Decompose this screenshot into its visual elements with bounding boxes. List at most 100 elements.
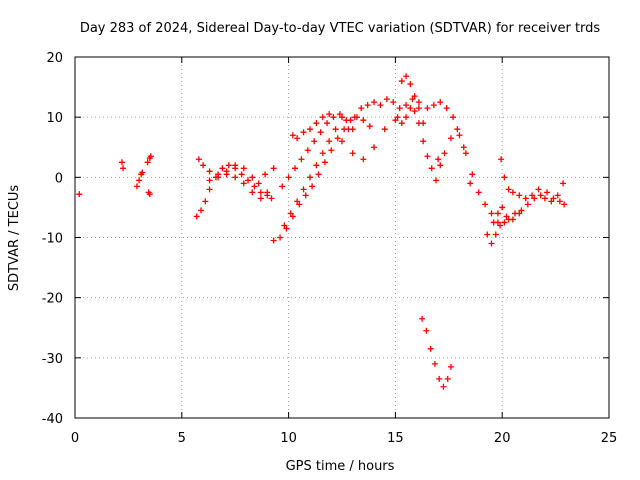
data-point-plus-marker: [462, 150, 469, 157]
data-point-plus-marker: [516, 192, 523, 199]
data-point-plus-marker: [268, 195, 275, 202]
data-point-plus-marker: [484, 231, 491, 238]
data-point-plus-marker: [522, 195, 529, 202]
series-rise-a: [270, 114, 373, 244]
data-point-plus-marker: [146, 191, 153, 198]
y-tick-label: -20: [42, 292, 63, 307]
y-tick-label: 0: [55, 171, 63, 186]
data-points: [76, 73, 568, 390]
data-point-plus-marker: [398, 78, 405, 85]
data-point-plus-marker: [381, 126, 388, 133]
data-point-plus-marker: [358, 105, 365, 112]
data-point-plus-marker: [232, 174, 239, 181]
data-point-plus-marker: [403, 73, 410, 80]
data-point-plus-marker: [516, 210, 523, 217]
data-point-plus-marker: [469, 171, 476, 178]
data-point-plus-marker: [430, 102, 437, 109]
data-point-plus-marker: [281, 222, 288, 229]
data-point-plus-marker: [377, 102, 384, 109]
data-point-plus-marker: [441, 150, 448, 157]
x-tick-label: 15: [387, 431, 404, 446]
data-point-plus-marker: [467, 180, 474, 187]
x-tick-label: 25: [601, 431, 618, 446]
data-point-plus-marker: [403, 114, 410, 121]
data-point-plus-marker: [200, 162, 207, 169]
data-point-plus-marker: [531, 195, 538, 202]
data-point-plus-marker: [255, 180, 262, 187]
data-point-plus-marker: [509, 216, 516, 223]
data-point-plus-marker: [313, 162, 320, 169]
data-point-plus-marker: [294, 198, 301, 205]
data-point-plus-marker: [328, 147, 335, 154]
data-point-plus-marker: [475, 189, 482, 196]
data-point-plus-marker: [529, 192, 536, 199]
data-point-plus-marker: [490, 219, 497, 226]
data-point-plus-marker: [292, 165, 299, 172]
data-point-plus-marker: [206, 177, 213, 184]
data-point-plus-marker: [431, 360, 438, 367]
data-point-plus-marker: [257, 195, 264, 202]
data-point-plus-marker: [349, 150, 356, 157]
data-point-plus-marker: [302, 192, 309, 199]
data-point-plus-marker: [541, 195, 548, 202]
chart-title: Day 283 of 2024, Sidereal Day-to-day VTE…: [80, 21, 601, 36]
data-point-plus-marker: [497, 222, 504, 229]
series-late-b: [498, 156, 567, 205]
series-drop-c: [435, 126, 474, 187]
data-point-plus-marker: [454, 126, 461, 133]
data-point-plus-marker: [488, 210, 495, 217]
y-axis-ticks: -40 -30 -20 -10 0 10 20: [42, 51, 609, 427]
data-point-plus-marker: [398, 120, 405, 127]
data-point-plus-marker: [285, 174, 292, 181]
data-point-plus-marker: [136, 177, 143, 184]
series-short: [289, 111, 333, 142]
data-point-plus-marker: [249, 174, 256, 181]
series-arc-c: [206, 165, 277, 202]
data-point-plus-marker: [403, 102, 410, 109]
data-point-plus-marker: [424, 153, 431, 160]
data-point-plus-marker: [343, 117, 350, 124]
data-point-plus-marker: [423, 327, 430, 334]
data-point-plus-marker: [437, 162, 444, 169]
series-arc-a: [193, 162, 275, 220]
data-point-plus-marker: [339, 138, 345, 145]
data-point-plus-marker: [392, 117, 399, 124]
data-point-plus-marker: [371, 99, 378, 106]
data-point-plus-marker: [76, 191, 83, 198]
data-point-plus-marker: [289, 213, 296, 220]
data-point-plus-marker: [419, 315, 426, 322]
data-point-plus-marker: [411, 93, 418, 100]
data-point-plus-marker: [120, 165, 127, 172]
data-point-plus-marker: [440, 383, 447, 390]
data-point-plus-marker: [215, 174, 222, 181]
data-point-plus-marker: [505, 186, 512, 193]
y-tick-label: -40: [42, 412, 63, 427]
grid-lines: [75, 57, 609, 418]
data-point-plus-marker: [351, 114, 358, 121]
data-point-plus-marker: [330, 114, 337, 121]
y-tick-label: 20: [46, 51, 63, 66]
data-point-plus-marker: [336, 111, 343, 118]
series-rise-c: [279, 111, 356, 190]
data-point-plus-marker: [339, 114, 345, 121]
y-axis-label: SDTVAR / TECUs: [7, 185, 22, 292]
data-point-plus-marker: [300, 186, 307, 193]
data-point-plus-marker: [326, 138, 333, 145]
series-peak: [398, 73, 427, 127]
data-point-plus-marker: [544, 189, 551, 196]
data-point-plus-marker: [447, 363, 454, 370]
data-point-plus-marker: [319, 150, 326, 157]
data-point-plus-marker: [193, 213, 200, 220]
x-axis-label: GPS time / hours: [286, 459, 395, 474]
series-arc-b: [195, 156, 269, 187]
series-neg: [419, 315, 454, 390]
data-point-plus-marker: [283, 225, 290, 232]
data-point-plus-marker: [501, 219, 508, 226]
data-point-plus-marker: [437, 99, 444, 106]
data-point-plus-marker: [232, 162, 239, 169]
data-point-plus-marker: [415, 99, 422, 106]
data-point-plus-marker: [257, 189, 264, 196]
data-point-plus-marker: [326, 111, 333, 118]
data-point-plus-marker: [306, 126, 313, 133]
data-point-plus-marker: [443, 105, 450, 112]
